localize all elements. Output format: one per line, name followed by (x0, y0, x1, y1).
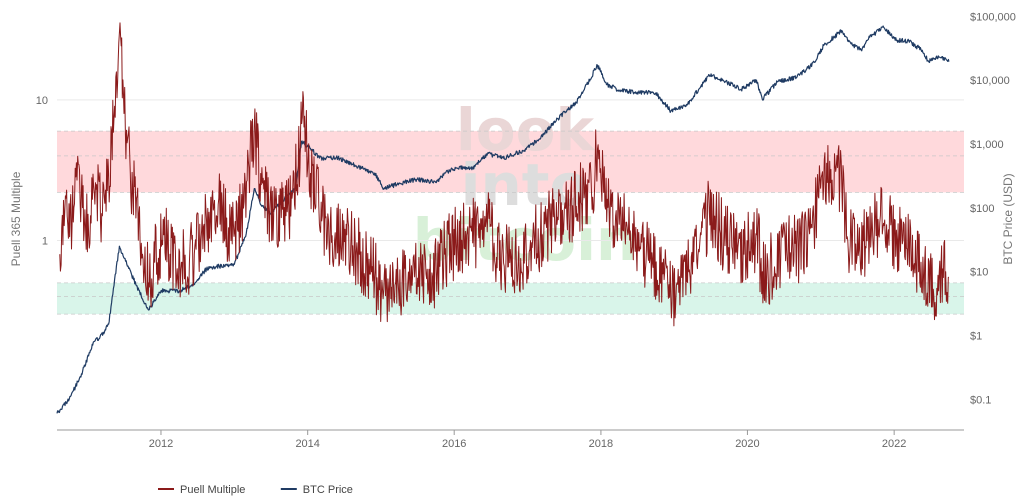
x-tick-label-2: 2016 (442, 438, 466, 450)
zone-band-0 (57, 131, 964, 193)
x-tick-label-1: 2014 (295, 438, 319, 450)
right-y-tick-1: $10,000 (970, 75, 1010, 87)
left-axis-title: Puell 365 Multiple (9, 171, 23, 266)
x-tick-label-0: 2012 (149, 438, 173, 450)
series-layer (56, 22, 950, 414)
x-tick-label-4: 2020 (735, 438, 759, 450)
legend-item-0: Puell Multiple (158, 484, 245, 496)
zone-band-1 (57, 282, 964, 315)
right-y-tick-5: $1 (970, 330, 982, 342)
right-axis-title: BTC Price (USD) (1001, 173, 1015, 264)
right-y-tick-6: $0.1 (970, 394, 991, 406)
series-line-btc-price (56, 25, 950, 414)
x-tick-label-3: 2018 (589, 438, 613, 450)
right-y-axis: $100,000 $10,000 $1,000 $100 $10 $1 $0.1 (970, 11, 1016, 406)
x-axis: 2012 2014 2016 2018 2020 2022 (57, 429, 964, 450)
left-y-axis: 1 10 (36, 95, 48, 248)
legend: Puell Multiple BTC Price (158, 484, 353, 496)
left-y-tick-1: 10 (36, 95, 48, 107)
x-tick-label-5: 2022 (882, 438, 906, 450)
zone-bands (57, 131, 964, 315)
right-y-tick-0: $100,000 (970, 11, 1016, 23)
legend-label-0: Puell Multiple (180, 484, 245, 496)
legend-label-1: BTC Price (303, 484, 353, 496)
legend-item-1: BTC Price (280, 484, 353, 496)
right-y-tick-2: $1,000 (970, 139, 1004, 151)
right-y-tick-4: $10 (970, 267, 988, 279)
right-y-tick-3: $100 (970, 203, 994, 215)
left-y-tick-0: 1 (42, 236, 48, 248)
series-line-puell-multiple (59, 22, 950, 327)
